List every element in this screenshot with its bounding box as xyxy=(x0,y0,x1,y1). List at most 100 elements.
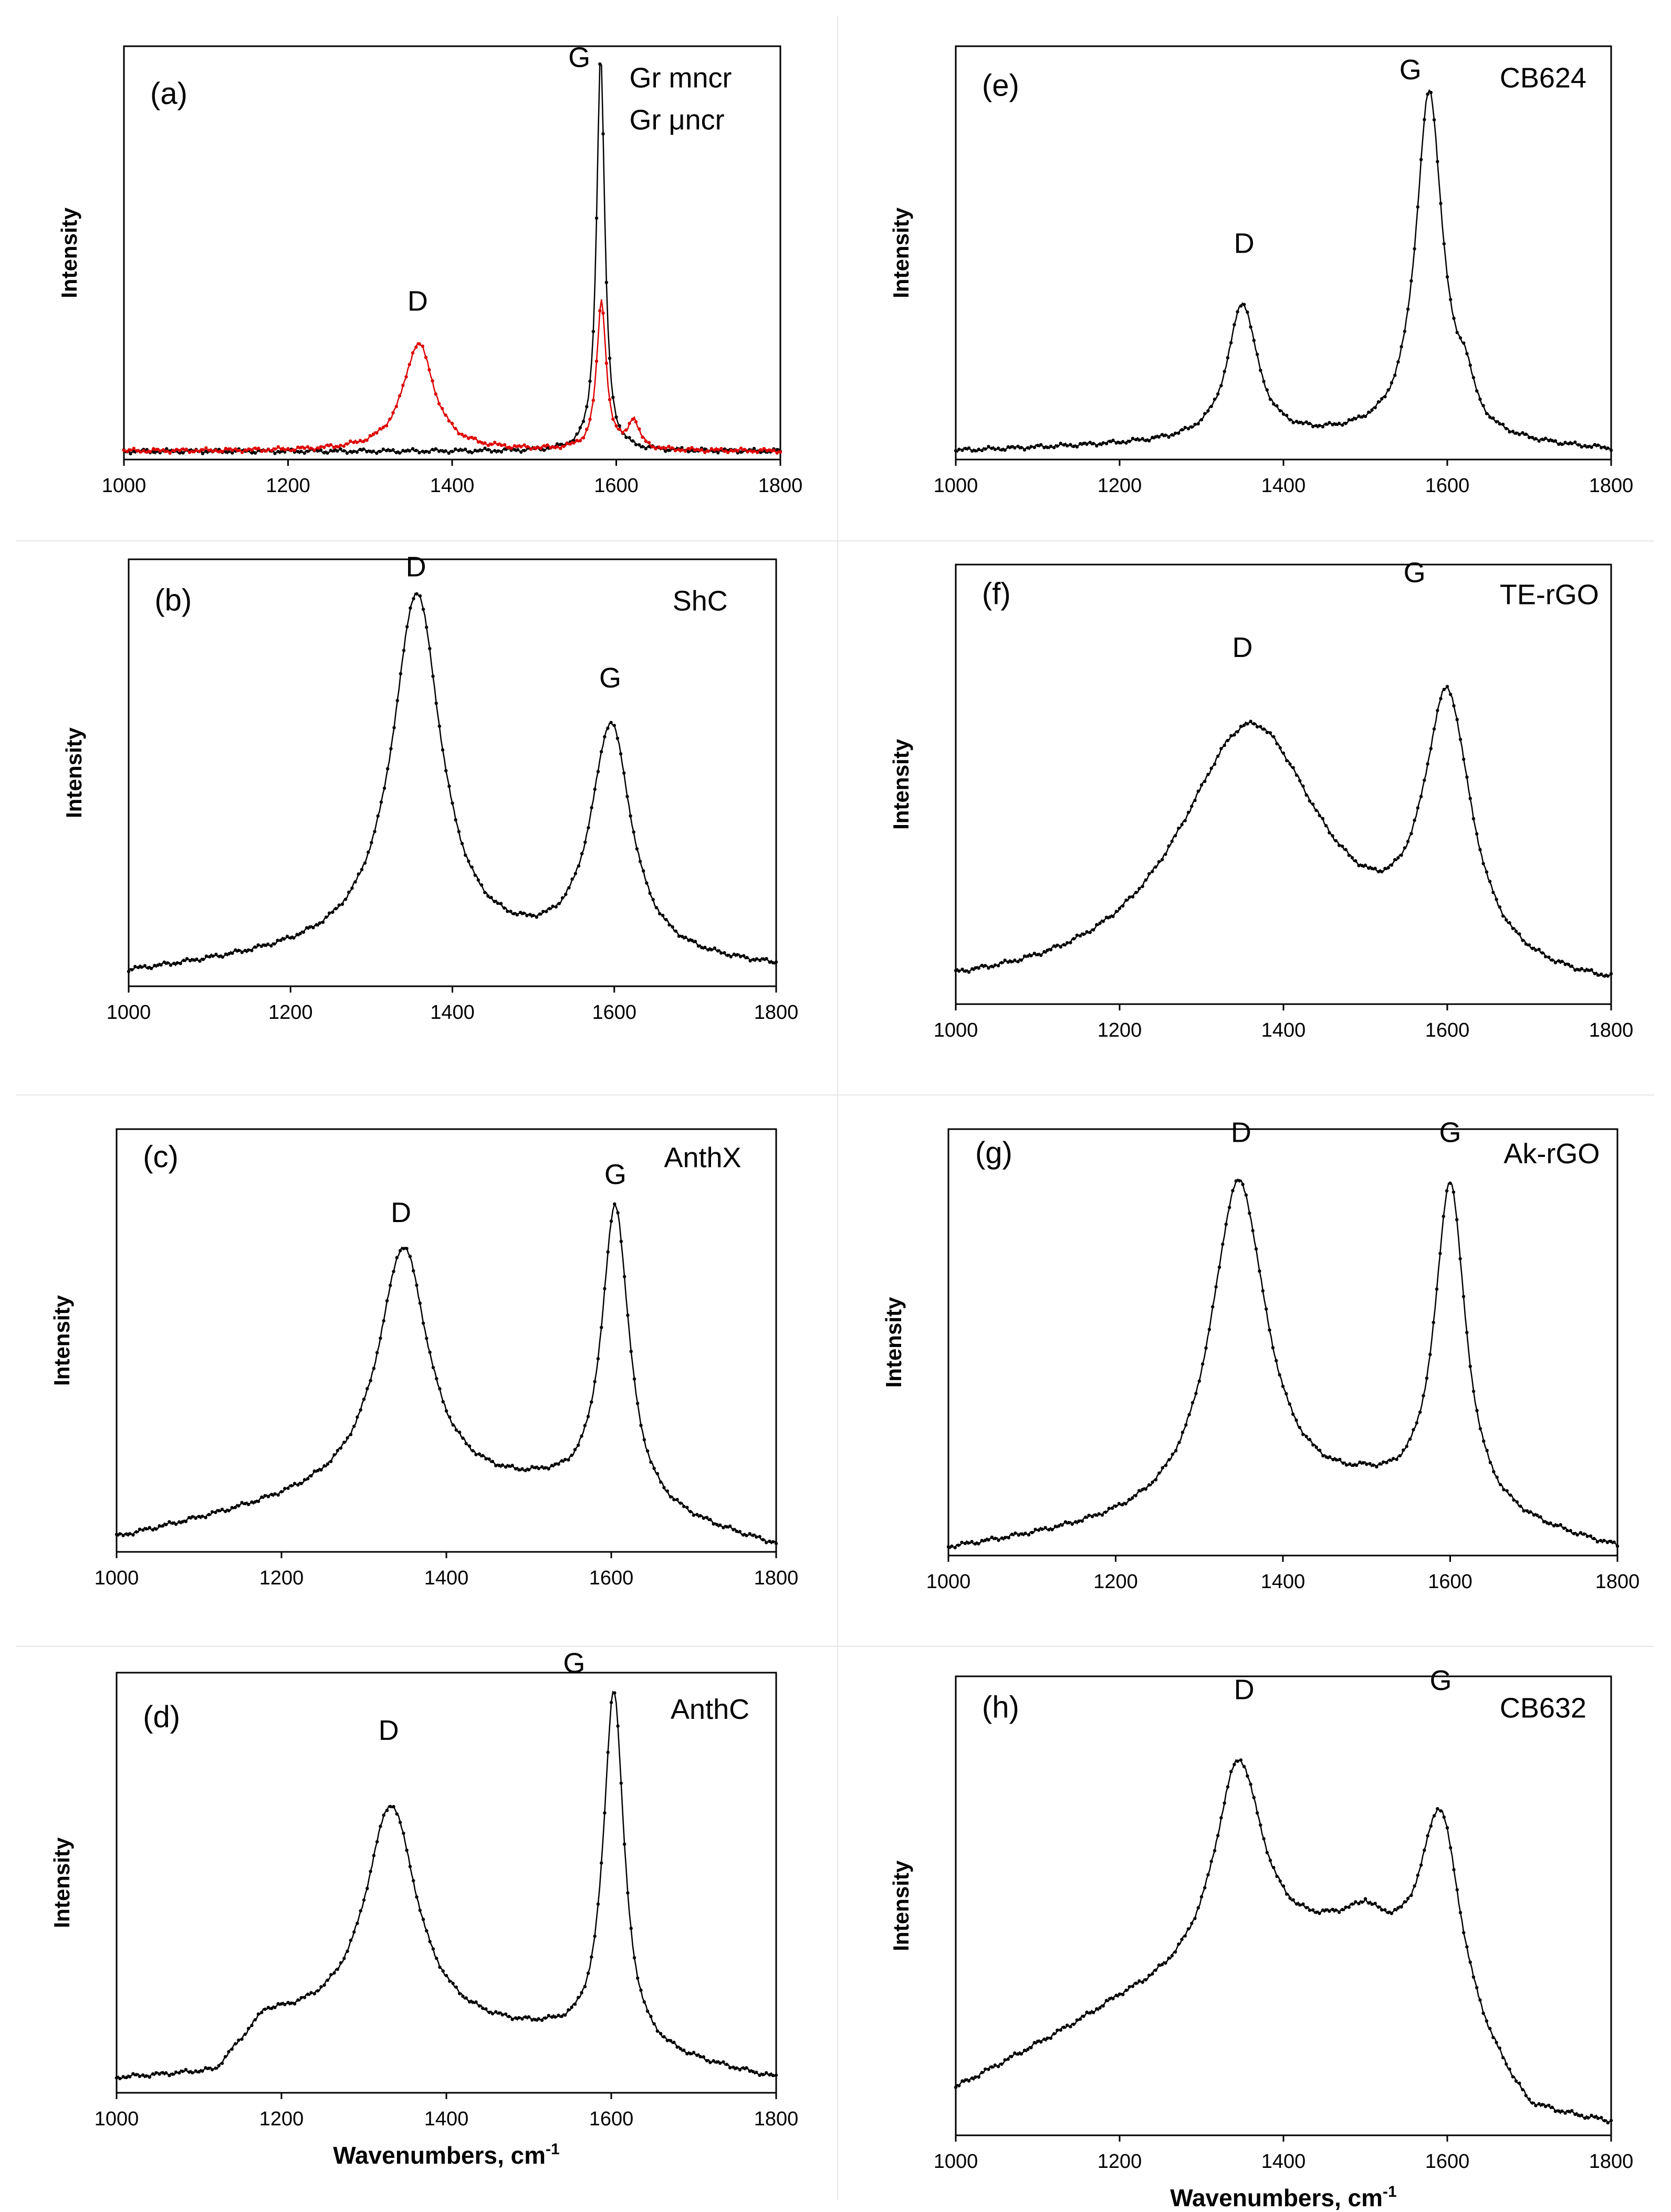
series-line-a-1 xyxy=(123,299,781,454)
data-point xyxy=(1383,1908,1387,1912)
data-point xyxy=(477,1452,481,1456)
data-point xyxy=(1350,418,1354,422)
data-point xyxy=(1458,1911,1463,1914)
data-point xyxy=(382,786,387,790)
data-point xyxy=(742,954,746,958)
data-point xyxy=(164,2071,168,2075)
data-point xyxy=(1007,1536,1010,1540)
data-point xyxy=(260,1495,264,1499)
data-point xyxy=(138,1527,142,1531)
data-point xyxy=(1183,819,1187,822)
data-point xyxy=(1003,2058,1007,2062)
data-point xyxy=(523,443,526,447)
data-point xyxy=(151,2072,155,2076)
data-point xyxy=(454,818,457,822)
data-point xyxy=(1576,443,1580,447)
data-point xyxy=(1042,950,1046,954)
data-point xyxy=(1488,2027,1492,2030)
data-point xyxy=(778,450,782,454)
data-point xyxy=(1563,441,1567,444)
data-point xyxy=(1095,2007,1099,2011)
data-point xyxy=(964,969,967,973)
data-point xyxy=(622,771,626,775)
peak-label-h-G: G xyxy=(1430,1665,1452,1696)
data-point xyxy=(311,926,315,930)
data-point xyxy=(359,1408,362,1412)
data-point xyxy=(583,1424,587,1427)
data-point xyxy=(570,877,574,881)
data-point xyxy=(761,2073,765,2077)
data-point xyxy=(1331,834,1334,838)
data-point xyxy=(1334,1908,1338,1912)
data-point xyxy=(956,1543,960,1547)
x-tick-label-h-1000: 1000 xyxy=(934,2151,978,2173)
data-point xyxy=(121,2075,125,2079)
data-point xyxy=(457,830,461,833)
data-point xyxy=(1304,1906,1308,1910)
data-point xyxy=(1067,1521,1071,1525)
data-point xyxy=(1154,865,1157,869)
x-tick-label-e-1400: 1400 xyxy=(1261,475,1306,497)
data-point xyxy=(715,1522,719,1527)
data-point xyxy=(1066,941,1069,945)
peak-label-g-D: D xyxy=(1231,1117,1251,1148)
data-point xyxy=(1190,1922,1194,1925)
data-point xyxy=(1080,1519,1084,1523)
data-point xyxy=(755,2070,758,2074)
data-point xyxy=(319,1985,323,1989)
data-point xyxy=(279,447,284,451)
data-point xyxy=(428,1350,432,1354)
data-point xyxy=(1599,1539,1603,1542)
data-point xyxy=(1013,2051,1017,2055)
data-point xyxy=(1354,859,1357,863)
data-point xyxy=(414,345,418,349)
data-point xyxy=(349,450,352,453)
data-point xyxy=(980,448,984,452)
data-point xyxy=(1221,1243,1225,1246)
data-point xyxy=(1090,1515,1094,1518)
data-point xyxy=(1281,412,1286,416)
data-point xyxy=(1425,1376,1429,1380)
data-point xyxy=(631,439,635,443)
data-point xyxy=(1244,1193,1248,1197)
data-point xyxy=(231,951,234,955)
data-point xyxy=(608,357,612,360)
y-axis-title-d: Intensity xyxy=(49,1837,74,1928)
data-point xyxy=(636,1976,640,1980)
data-point xyxy=(613,1202,617,1206)
data-point xyxy=(1203,1886,1207,1890)
data-point xyxy=(207,955,212,959)
data-point xyxy=(1101,2004,1105,2008)
data-point xyxy=(1576,968,1580,972)
sample-label-h: CB632 xyxy=(1500,1693,1586,1724)
x-tick-label-h-1600: 1600 xyxy=(1425,2151,1470,2173)
data-point xyxy=(1006,445,1010,449)
data-point xyxy=(604,361,609,365)
data-point xyxy=(345,442,349,446)
sample-label-f: TE-rGO xyxy=(1500,579,1599,610)
data-point xyxy=(1101,441,1105,445)
data-point xyxy=(1398,1454,1402,1458)
data-point xyxy=(1265,388,1269,392)
data-point xyxy=(1409,1893,1413,1897)
data-point xyxy=(1557,959,1561,963)
x-tick-label-e-1600: 1600 xyxy=(1425,475,1470,497)
data-point xyxy=(1019,2052,1024,2056)
data-point xyxy=(1514,930,1518,933)
data-point xyxy=(1468,363,1472,367)
data-point xyxy=(977,2075,980,2079)
data-point xyxy=(774,1541,778,1546)
data-point xyxy=(537,1467,540,1470)
data-point xyxy=(1255,352,1259,357)
data-point xyxy=(1390,381,1394,385)
data-point xyxy=(654,906,659,910)
data-point xyxy=(560,2015,564,2018)
x-tick-label-b-1800: 1800 xyxy=(754,1001,799,1024)
data-point xyxy=(454,447,457,451)
data-point xyxy=(1324,1908,1328,1912)
x-tick-label-a-1400: 1400 xyxy=(430,475,475,497)
data-point xyxy=(1164,433,1167,437)
data-point xyxy=(1475,1408,1479,1413)
data-point xyxy=(1020,1532,1024,1536)
